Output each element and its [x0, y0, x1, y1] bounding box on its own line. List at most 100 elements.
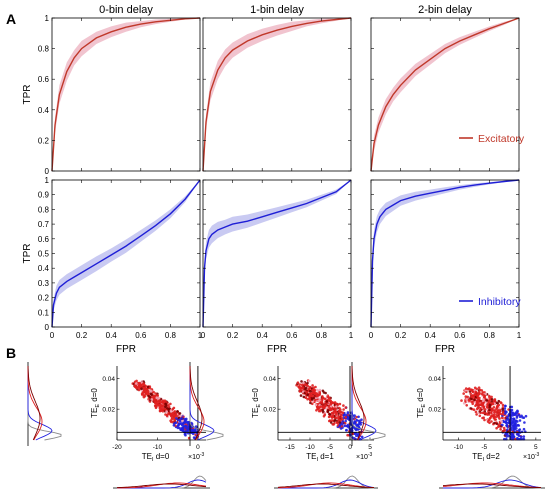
scatter-point [473, 398, 476, 402]
scatter-point [158, 399, 161, 402]
scatter-point [140, 392, 144, 396]
scatter-point [467, 399, 471, 402]
scatter-point [501, 407, 505, 411]
scatter-point [311, 388, 315, 392]
scatter-point [298, 389, 302, 393]
scatter-point [337, 418, 341, 421]
left-marginal [189, 362, 224, 446]
scatter-point [318, 388, 322, 392]
roc-subplot-inhibitory-1: 0 0.2 0.4 0.6 0.8 1 FPR [201, 179, 354, 355]
marginal-density-curve [278, 479, 375, 489]
scatter-point [498, 412, 502, 416]
scatter-point [484, 392, 488, 396]
axes-frame [370, 17, 520, 172]
legend: Excitatory [459, 133, 525, 145]
scatter-point [360, 418, 363, 422]
scatter-point [360, 435, 364, 439]
roc-curve [51, 179, 201, 328]
scatter-point [490, 398, 494, 401]
scatter-point [162, 407, 166, 411]
marginal-density-curve [278, 482, 375, 489]
scatter-point [497, 424, 501, 427]
scatter-point [493, 421, 496, 425]
scatter-point [474, 410, 478, 414]
scatter-point [485, 405, 489, 409]
scatter-point [490, 420, 493, 423]
scatter-point [496, 409, 500, 412]
scatter-point [306, 381, 309, 385]
scatter-point [344, 406, 348, 409]
scatter-point [492, 406, 496, 409]
bottom-marginal [113, 475, 210, 489]
x-tick-label: 1 [517, 331, 522, 340]
roc-curve [202, 179, 352, 328]
scatter-point [488, 408, 491, 412]
scatter-point [157, 396, 161, 400]
scatter-point [517, 413, 521, 417]
scatter-point [466, 395, 469, 399]
x-axis-label: TEI d=1 [306, 452, 334, 463]
scatter-point [499, 401, 503, 404]
scatter-point [321, 410, 325, 413]
marginal-density-curve [351, 366, 365, 441]
scatter-point [312, 396, 315, 400]
scatter-point [335, 421, 339, 424]
scatter-point [343, 424, 347, 428]
scatter-point [337, 415, 341, 419]
scatter-point [490, 395, 493, 399]
y-tick-label: 0.2 [38, 294, 50, 303]
y-axis-label: TPR [22, 244, 33, 264]
scatter-subplot-delay-2: 0.02 0.04 -10 -5 0 5 TEE d=0 TEI d=2 ×10-3 [351, 362, 545, 489]
scatter-point [344, 419, 348, 423]
scatter-point [346, 423, 350, 427]
scatter-point [515, 424, 518, 428]
x-tick-label: 0.6 [454, 331, 466, 340]
y-tick-label: 0.3 [38, 279, 50, 288]
scatter-point [308, 385, 312, 389]
scatter-point [158, 406, 162, 410]
scatter-point [180, 417, 184, 420]
scatter-point [482, 393, 485, 397]
scatter-point [154, 406, 158, 410]
scatter-point [338, 421, 342, 424]
x-unit-label: ×10-3 [523, 452, 540, 461]
marginal-density-curve [189, 366, 205, 441]
scatter-point [495, 426, 498, 430]
scatter-point [497, 399, 501, 403]
y-tick-label: 0.1 [38, 308, 50, 317]
scatter-point [498, 417, 501, 420]
x-tick-label: 0.6 [286, 331, 298, 340]
scatter-point [334, 408, 337, 411]
scatter-point [164, 405, 167, 409]
scatter-point [510, 432, 514, 436]
scatter-point [319, 405, 322, 409]
scatter-point [328, 412, 332, 416]
scatter-point [511, 421, 515, 424]
scatter-point [357, 415, 360, 419]
scatter-point [172, 424, 176, 427]
scatter-point [342, 404, 345, 407]
scatter-point [335, 411, 338, 414]
scatter-point [353, 422, 356, 425]
marginal-density-curve [351, 366, 367, 441]
x-tick-label: 0.2 [227, 331, 239, 340]
scatter-point [523, 421, 526, 424]
scatter-point [339, 427, 343, 430]
scatter-point [335, 416, 338, 420]
y-tick-label: 0 [45, 323, 50, 332]
y-tick-label: 0 [45, 167, 50, 176]
scatter-point [507, 434, 511, 438]
scatter-point [332, 410, 336, 413]
x-axis-label: FPR [267, 344, 287, 355]
scatter-point [462, 392, 466, 395]
scatter-point [143, 394, 147, 398]
scatter-point [504, 432, 507, 436]
subplot-title: 1-bin delay [250, 4, 304, 16]
y-axis-label: TEE d=0 [416, 388, 427, 418]
scatter-point [516, 436, 519, 440]
scatter-point [326, 409, 330, 412]
roc-subplot-inhibitory-0: 00.10.20.30.40.50.60.70.80.910 0.2 0.4 0.6 0… [22, 176, 203, 355]
scatter-point [340, 416, 343, 419]
scatter-point [321, 402, 324, 405]
x-tick-label: 0 [348, 444, 352, 451]
